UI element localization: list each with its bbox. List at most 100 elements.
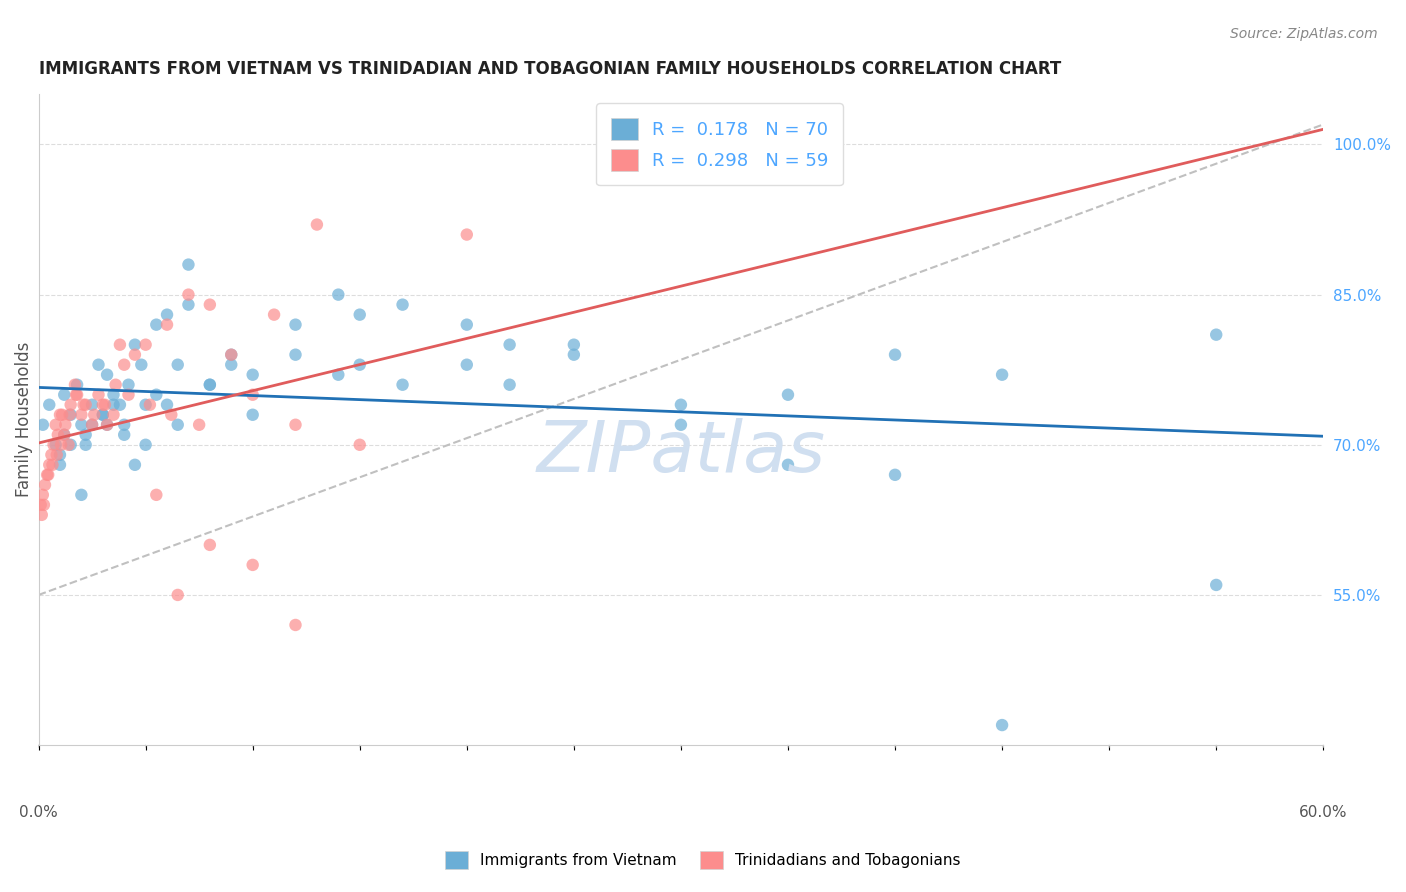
Point (49, 458, 72, 472)
Point (87, 358, 110, 372)
Point (45, 438, 67, 452)
Point (198, 377, 221, 392)
Point (49, 438, 72, 452)
Point (188, 417, 211, 432)
Point (669, 398, 692, 412)
Point (242, 368, 264, 382)
Point (124, 337, 146, 351)
Point (108, 337, 131, 351)
Point (37, 467, 59, 482)
Point (242, 408, 264, 422)
Point (242, 388, 264, 402)
Point (59, 408, 82, 422)
Point (156, 318, 179, 332)
Point (75, 438, 97, 452)
Point (156, 308, 179, 322)
Point (53, 427, 76, 442)
Point (349, 358, 371, 372)
Point (131, 358, 153, 372)
Point (328, 287, 350, 301)
Point (284, 318, 307, 332)
Point (70, 408, 93, 422)
Point (53, 388, 76, 402)
Point (49, 408, 72, 422)
Point (34, 478, 56, 492)
Text: Source: ZipAtlas.com: Source: ZipAtlas.com (1230, 27, 1378, 41)
Point (135, 337, 157, 351)
Point (498, 337, 520, 351)
Point (31, 508, 53, 522)
Point (112, 427, 135, 442)
Point (135, 398, 157, 412)
Point (391, 298, 413, 312)
Point (83, 408, 105, 422)
Point (145, 388, 167, 402)
Point (177, 258, 200, 272)
Point (96, 417, 118, 432)
Point (669, 417, 692, 432)
Point (219, 348, 242, 362)
Point (112, 417, 135, 432)
Point (66, 388, 89, 402)
Point (139, 398, 162, 412)
Point (124, 348, 146, 362)
Point (80, 398, 103, 412)
Point (104, 377, 127, 392)
Point (117, 388, 139, 402)
Point (1205, 578, 1227, 592)
Point (30, 498, 52, 512)
Point (45, 417, 67, 432)
Point (59, 408, 82, 422)
Point (66, 377, 89, 392)
Legend: R =  0.178   N = 70, R =  0.298   N = 59: R = 0.178 N = 70, R = 0.298 N = 59 (596, 103, 842, 186)
Text: IMMIGRANTS FROM VIETNAM VS TRINIDADIAN AND TOBAGONIAN FAMILY HOUSEHOLDS CORRELAT: IMMIGRANTS FROM VIETNAM VS TRINIDADIAN A… (38, 60, 1060, 78)
Point (117, 377, 139, 392)
Point (51, 408, 73, 422)
Point (32, 498, 55, 512)
Point (91, 408, 114, 422)
Point (91, 398, 114, 412)
Point (884, 467, 907, 482)
Point (72, 398, 94, 412)
Point (45, 448, 67, 462)
Point (75, 427, 97, 442)
Point (328, 368, 350, 382)
Point (198, 538, 221, 552)
Point (75, 398, 97, 412)
Point (219, 348, 242, 362)
Point (884, 348, 907, 362)
Point (177, 287, 200, 301)
Point (38, 458, 60, 472)
Point (103, 388, 125, 402)
Point (166, 417, 188, 432)
Point (94, 398, 117, 412)
Point (498, 377, 520, 392)
Point (284, 417, 307, 432)
Point (53, 427, 76, 442)
Point (1205, 327, 1227, 342)
Point (349, 438, 371, 452)
Point (124, 458, 146, 472)
Point (160, 408, 183, 422)
Point (156, 398, 179, 412)
Point (103, 408, 125, 422)
Point (242, 558, 264, 572)
Point (37, 467, 59, 482)
Point (166, 358, 188, 372)
Point (41, 458, 63, 472)
Point (456, 358, 478, 372)
Point (284, 618, 307, 632)
Text: 0.0%: 0.0% (20, 805, 58, 820)
Point (219, 358, 242, 372)
Point (46, 427, 69, 442)
Point (59, 398, 82, 412)
Point (31, 417, 53, 432)
Point (177, 298, 200, 312)
Point (198, 298, 221, 312)
Point (103, 398, 125, 412)
Point (391, 377, 413, 392)
Text: ZIPatlas: ZIPatlas (537, 417, 825, 487)
Point (63, 377, 86, 392)
Point (87, 388, 110, 402)
Point (31, 488, 53, 502)
